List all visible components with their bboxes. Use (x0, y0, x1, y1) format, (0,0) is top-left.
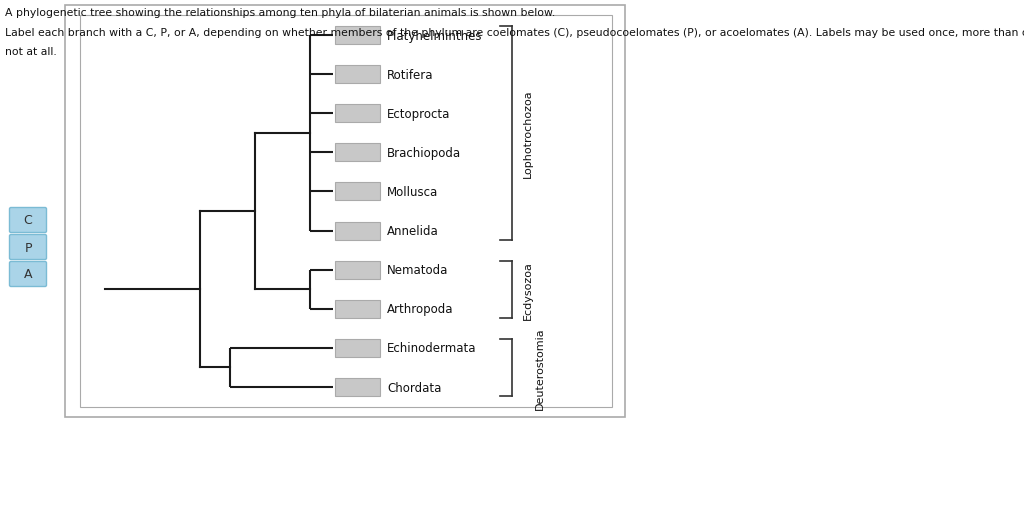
Text: Nematoda: Nematoda (387, 264, 449, 277)
Bar (335, 144, 380, 162)
Text: Lophotrochozoa: Lophotrochozoa (523, 89, 534, 178)
Text: P: P (25, 241, 32, 254)
Text: Chordata: Chordata (387, 381, 441, 394)
Text: Brachiopoda: Brachiopoda (387, 146, 461, 160)
Text: Ectoprocta: Ectoprocta (387, 108, 451, 121)
Text: A phylogenetic tree showing the relationships among ten phyla of bilaterian anim: A phylogenetic tree showing the relation… (5, 8, 555, 18)
Text: Mollusca: Mollusca (387, 185, 438, 198)
Text: A: A (24, 268, 32, 281)
Text: Arthropoda: Arthropoda (387, 302, 454, 316)
Text: Ecdysozoa: Ecdysozoa (523, 260, 534, 319)
Bar (335, 378, 380, 396)
FancyBboxPatch shape (9, 235, 46, 260)
Text: Rotifera: Rotifera (387, 69, 433, 81)
Text: C: C (24, 214, 33, 227)
FancyBboxPatch shape (9, 208, 46, 233)
Bar (335, 183, 380, 201)
Bar (335, 105, 380, 123)
Bar (65, 6, 625, 417)
Text: Label each branch with a C, P, or A, depending on whether members of the phylum : Label each branch with a C, P, or A, dep… (5, 28, 1024, 38)
Bar (335, 66, 380, 84)
Text: not at all.: not at all. (5, 46, 57, 57)
Text: Deuterostomia: Deuterostomia (535, 327, 545, 409)
Bar (80, 16, 612, 407)
Text: Echinodermata: Echinodermata (387, 342, 476, 355)
Bar (335, 300, 380, 318)
Bar (335, 339, 380, 357)
FancyBboxPatch shape (9, 262, 46, 287)
Bar (335, 222, 380, 240)
Bar (335, 261, 380, 279)
Text: Platyhelminthes: Platyhelminthes (387, 29, 482, 42)
Bar (335, 27, 380, 45)
Text: Annelida: Annelida (387, 225, 438, 237)
